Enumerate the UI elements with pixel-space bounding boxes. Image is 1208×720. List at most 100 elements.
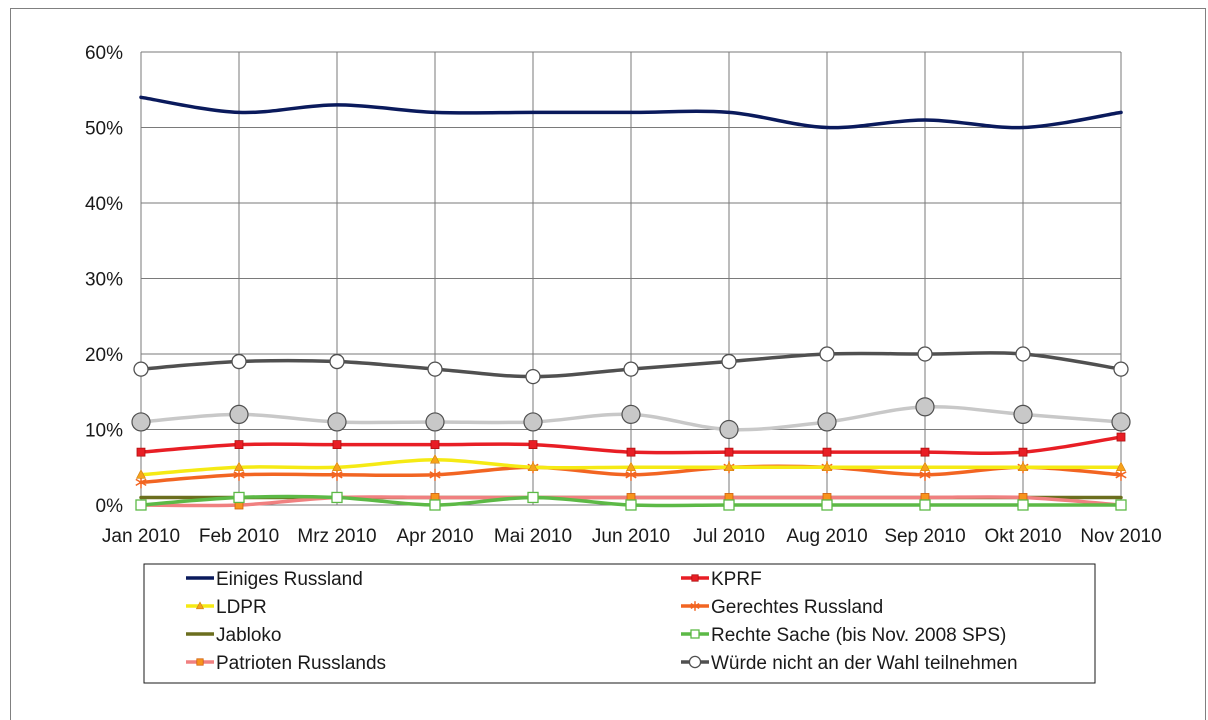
legend-label: KPRF	[711, 569, 762, 590]
data-point	[625, 499, 637, 511]
data-point	[231, 353, 247, 370]
data-point	[329, 353, 345, 370]
data-point	[430, 454, 440, 464]
data-point	[621, 404, 641, 424]
data-point	[691, 574, 699, 582]
x-tick-label: Feb 2010	[199, 526, 279, 547]
legend-label: Gerechtes Russland	[711, 597, 883, 618]
legend-label: Patrioten Russlands	[216, 653, 386, 674]
data-point	[1111, 412, 1131, 432]
data-point	[919, 499, 931, 511]
data-point	[195, 601, 205, 610]
data-point	[527, 491, 539, 504]
data-point	[196, 658, 204, 666]
x-tick-label: Jan 2010	[102, 526, 180, 547]
legend-item: Würde nicht an der Wahl teilnehmen	[681, 653, 1018, 674]
chart-frame	[10, 8, 1206, 720]
legend-label: LDPR	[216, 597, 267, 618]
legend: Einiges Russland KPRF LDPR Gerechtes Russla…	[143, 563, 1096, 684]
data-point	[429, 499, 441, 511]
data-point	[721, 353, 737, 370]
data-point	[135, 499, 147, 511]
series-0	[139, 95, 1123, 130]
series-3	[135, 461, 1127, 489]
data-point	[234, 461, 244, 472]
data-point	[920, 447, 930, 457]
data-point	[724, 447, 734, 457]
data-point	[821, 499, 833, 511]
data-point	[136, 469, 146, 479]
legend-item: Rechte Sache (bis Nov. 2008 SPS)	[681, 625, 1006, 646]
data-point	[690, 601, 700, 611]
data-point	[915, 397, 935, 417]
legend-item: Gerechtes Russland	[681, 597, 883, 618]
data-point	[332, 440, 342, 450]
data-point	[523, 412, 543, 432]
data-point	[430, 440, 440, 450]
legend-label: Rechte Sache (bis Nov. 2008 SPS)	[711, 625, 1006, 646]
legend-item: Jabloko	[186, 625, 282, 646]
data-point	[688, 655, 702, 669]
series-7	[133, 346, 1129, 385]
data-point	[1018, 447, 1028, 457]
legend-item: KPRF	[681, 569, 762, 590]
data-point	[822, 461, 832, 472]
data-point	[1115, 499, 1127, 511]
series-1	[136, 432, 1126, 457]
series-8	[131, 397, 1131, 440]
legend-label: Würde nicht an der Wahl teilnehmen	[711, 653, 1018, 674]
grid	[140, 51, 1122, 506]
data-point	[719, 419, 739, 440]
y-axis-labels: 0% 10% 20% 30% 40% 50% 60%	[85, 43, 123, 517]
data-point	[623, 361, 639, 377]
data-point	[331, 491, 343, 504]
data-point	[427, 361, 443, 377]
x-tick-label: Okt 2010	[984, 526, 1061, 547]
x-tick-label: Aug 2010	[786, 526, 867, 547]
data-point	[425, 412, 445, 432]
data-point	[332, 461, 342, 472]
x-tick-label: Sep 2010	[884, 526, 965, 547]
legend-item: Einiges Russland	[186, 569, 363, 590]
legend-item: LDPR	[186, 597, 267, 618]
data-point	[429, 468, 441, 481]
legend-label: Einiges Russland	[216, 569, 363, 590]
data-point	[1017, 499, 1029, 511]
y-tick-label: 50%	[85, 119, 123, 140]
data-point	[528, 461, 538, 472]
series-5	[135, 491, 1127, 511]
data-point	[690, 629, 700, 639]
data-point	[1116, 432, 1126, 442]
data-point	[131, 412, 151, 432]
data-point	[525, 368, 541, 385]
data-point	[917, 346, 933, 362]
x-tick-label: Mrz 2010	[297, 526, 376, 547]
data-point	[1113, 361, 1129, 377]
data-point	[136, 447, 146, 457]
data-point	[819, 346, 835, 362]
data-point	[1013, 404, 1033, 424]
y-tick-label: 20%	[85, 345, 123, 366]
data-point	[1015, 346, 1031, 362]
x-tick-label: Jun 2010	[592, 526, 670, 547]
x-tick-label: Apr 2010	[396, 526, 473, 547]
data-point	[1018, 461, 1028, 472]
series-line	[139, 95, 1123, 130]
data-point	[723, 499, 735, 511]
x-tick-label: Nov 2010	[1080, 526, 1161, 547]
data-point	[626, 461, 636, 472]
data-point	[233, 491, 245, 504]
data-point	[234, 440, 244, 450]
data-point	[822, 447, 832, 457]
data-point	[528, 440, 538, 450]
data-point	[229, 404, 249, 424]
x-tick-label: Jul 2010	[693, 526, 765, 547]
data-point	[724, 461, 734, 472]
x-tick-label: Mai 2010	[494, 526, 572, 547]
series-lines	[131, 95, 1131, 511]
data-point	[817, 412, 837, 432]
y-tick-label: 30%	[85, 270, 123, 291]
legend-label: Jabloko	[216, 625, 282, 646]
legend-item: Patrioten Russlands	[186, 653, 386, 674]
data-point	[133, 361, 149, 377]
